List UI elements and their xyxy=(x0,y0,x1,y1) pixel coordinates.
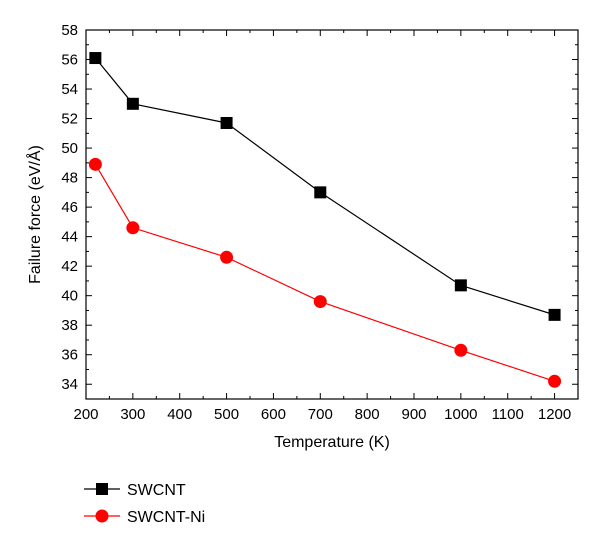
y-tick-label: 36 xyxy=(61,347,78,364)
legend-item-swcnt: SWCNT xyxy=(84,482,186,499)
y-tick-label: 48 xyxy=(61,170,78,187)
data-point xyxy=(89,52,102,65)
x-tick-label: 1100 xyxy=(492,406,524,423)
x-tick-label: 300 xyxy=(120,406,145,423)
data-point xyxy=(548,374,562,388)
legend: SWCNT SWCNT-Ni xyxy=(84,482,205,526)
x-tick-label: 400 xyxy=(167,406,192,423)
data-point xyxy=(126,221,140,235)
x-tick-label: 800 xyxy=(355,406,380,423)
y-tick-label: 40 xyxy=(61,288,78,305)
series-line xyxy=(94,164,555,382)
x-tick-label: 200 xyxy=(73,406,98,423)
x-tick-label: 500 xyxy=(214,406,239,423)
legend-label: SWCNT xyxy=(127,482,186,499)
x-tick-label: 600 xyxy=(261,406,286,423)
plot-frame xyxy=(85,29,579,400)
y-axis-title: Failure force (eV/Å) xyxy=(25,145,44,284)
legend-label: SWCNT-Ni xyxy=(127,509,205,526)
data-point xyxy=(454,343,468,357)
y-tick-label: 44 xyxy=(61,229,78,246)
y-tick-label: 42 xyxy=(61,258,78,275)
y-tick-label: 34 xyxy=(61,376,78,393)
data-point xyxy=(88,157,102,171)
y-tick-label: 56 xyxy=(61,52,78,69)
y-tick-label: 46 xyxy=(61,199,78,216)
series-swcnt xyxy=(89,52,561,321)
x-axis-title: Temperature (K) xyxy=(274,434,390,451)
x-tick-label: 700 xyxy=(308,406,333,423)
y-tick-label: 38 xyxy=(61,317,78,334)
data-point xyxy=(548,308,561,321)
y-tick-label: 50 xyxy=(61,140,78,157)
legend-marker xyxy=(96,483,108,495)
y-axis: 34 36 38 40 42 44 46 48 50 52 54 56 58 xyxy=(61,22,578,400)
data-point xyxy=(313,295,327,309)
data-point xyxy=(220,250,234,264)
series-layer xyxy=(88,52,562,388)
y-tick-label: 52 xyxy=(61,111,78,128)
series-line xyxy=(94,57,555,316)
legend-item-swcnt-ni: SWCNT-Ni xyxy=(84,509,205,526)
data-point xyxy=(454,279,467,292)
series-swcnt-ni xyxy=(88,157,562,388)
x-tick-label: 1000 xyxy=(444,406,477,423)
data-point xyxy=(220,116,233,129)
x-axis: 200 300 400 500 600 700 800 900 1000 1100 1200 xyxy=(73,30,571,423)
data-point xyxy=(126,97,139,110)
x-tick-label: 900 xyxy=(401,406,426,423)
y-tick-label: 54 xyxy=(61,81,78,98)
x-tick-label: 1200 xyxy=(538,406,571,423)
data-point xyxy=(314,186,327,199)
y-tick-label: 58 xyxy=(61,22,78,39)
legend-marker xyxy=(95,509,109,523)
